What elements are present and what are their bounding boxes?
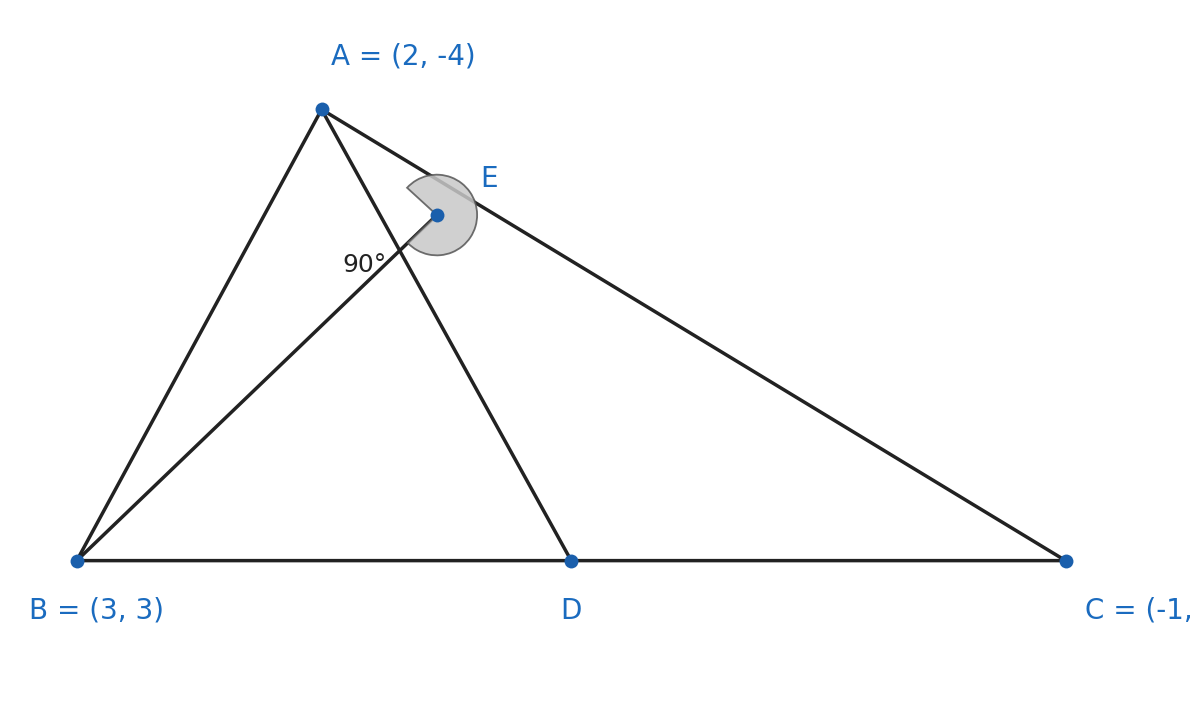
Text: A = (2, -4): A = (2, -4) [331,42,476,70]
Text: C = (-1, 5): C = (-1, 5) [1085,597,1200,625]
Text: E: E [480,165,498,193]
Text: 90°: 90° [343,253,386,277]
Wedge shape [407,175,478,255]
Text: D: D [560,597,582,625]
Text: B = (3, 3): B = (3, 3) [29,597,163,625]
